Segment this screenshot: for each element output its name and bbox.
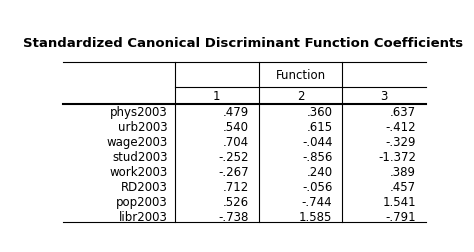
Text: .240: .240 [306,166,332,179]
Text: .712: .712 [222,180,249,194]
Text: .615: .615 [306,121,332,134]
Text: Standardized Canonical Discriminant Function Coefficients: Standardized Canonical Discriminant Func… [23,37,463,50]
Text: .479: .479 [222,106,249,119]
Text: work2003: work2003 [109,166,168,179]
Text: phys2003: phys2003 [110,106,168,119]
Text: 1: 1 [213,90,220,103]
Text: -1.372: -1.372 [378,151,416,164]
Text: -.412: -.412 [385,121,416,134]
Text: RD2003: RD2003 [121,180,168,194]
Text: .540: .540 [223,121,249,134]
Text: .389: .389 [390,166,416,179]
Text: -.738: -.738 [219,210,249,223]
Text: -.856: -.856 [302,151,332,164]
Text: wage2003: wage2003 [106,136,168,149]
Text: stud2003: stud2003 [112,151,168,164]
Text: .637: .637 [390,106,416,119]
Text: -.056: -.056 [302,180,332,194]
Text: 1.585: 1.585 [299,210,332,223]
Text: urb2003: urb2003 [118,121,168,134]
Text: 1.541: 1.541 [383,196,416,208]
Text: .360: .360 [306,106,332,119]
Text: .457: .457 [390,180,416,194]
Text: 3: 3 [381,90,388,103]
Text: -.044: -.044 [302,136,332,149]
Text: .526: .526 [223,196,249,208]
Text: .704: .704 [223,136,249,149]
Text: -.791: -.791 [385,210,416,223]
Text: pop2003: pop2003 [116,196,168,208]
Text: Function: Function [275,69,326,82]
Text: libr2003: libr2003 [119,210,168,223]
Text: 2: 2 [297,90,304,103]
Text: -.329: -.329 [386,136,416,149]
Text: -.267: -.267 [218,166,249,179]
Text: -.744: -.744 [302,196,332,208]
Text: -.252: -.252 [218,151,249,164]
